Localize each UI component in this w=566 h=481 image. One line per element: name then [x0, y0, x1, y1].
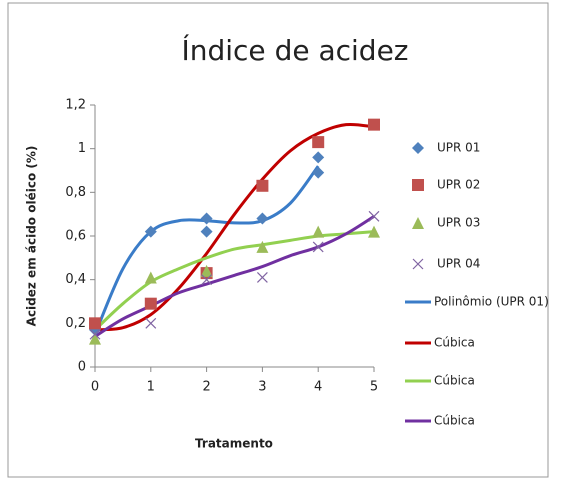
legend-swatch [412, 179, 424, 191]
legend-label: Cúbica [434, 414, 475, 428]
point [312, 241, 324, 253]
legend-swatch [412, 142, 424, 154]
point [89, 328, 101, 340]
x-axis-label: Tratamento [195, 437, 273, 451]
y-tick-label: 1,2 [65, 98, 86, 113]
y-tick-label: 0,8 [65, 185, 86, 200]
legend-label: UPR 02 [437, 178, 480, 192]
legend-label: UPR 04 [437, 257, 480, 271]
legend-swatch [412, 217, 424, 229]
point [144, 271, 157, 284]
trend-line [93, 230, 375, 331]
point [312, 166, 325, 179]
point [256, 240, 269, 253]
chart-border [7, 2, 549, 478]
point [312, 225, 325, 238]
trend-line [94, 215, 375, 338]
point [200, 264, 213, 277]
point [200, 212, 213, 225]
point [368, 225, 380, 238]
point [144, 297, 157, 310]
legend-label: Cúbica [434, 336, 475, 350]
point [256, 212, 269, 225]
x-tick-label: 4 [314, 380, 322, 395]
y-axis-label: Acidez em ácido oléico (%) [25, 146, 39, 327]
y-tick-label: 0 [78, 360, 86, 375]
point [256, 179, 269, 192]
point [144, 225, 157, 238]
y-tick-label: 0,4 [65, 272, 86, 287]
point [145, 317, 157, 329]
y-tick-label: 0,6 [65, 229, 86, 244]
legend-label: UPR 03 [437, 216, 480, 230]
point [368, 210, 380, 222]
legend-label: Cúbica [434, 374, 475, 388]
x-tick-label: 0 [91, 380, 99, 395]
point [368, 118, 380, 131]
x-tick-label: 1 [147, 380, 155, 395]
point [312, 151, 325, 164]
point [201, 274, 213, 286]
legend-label: Polinômio (UPR 01) [434, 295, 549, 309]
legend-swatch [412, 258, 424, 270]
point [312, 136, 325, 149]
y-tick-label: 1 [78, 141, 86, 156]
trend-line [94, 122, 375, 332]
point [89, 317, 101, 330]
legend-label: UPR 01 [437, 141, 480, 155]
x-tick-label: 5 [370, 380, 378, 395]
chart-title: Índice de acidez [181, 33, 408, 67]
x-tick-label: 2 [202, 380, 210, 395]
point [89, 332, 101, 345]
x-tick-label: 3 [258, 380, 266, 395]
y-tick-label: 0,2 [65, 316, 86, 331]
point [200, 225, 213, 238]
point [256, 272, 268, 283]
